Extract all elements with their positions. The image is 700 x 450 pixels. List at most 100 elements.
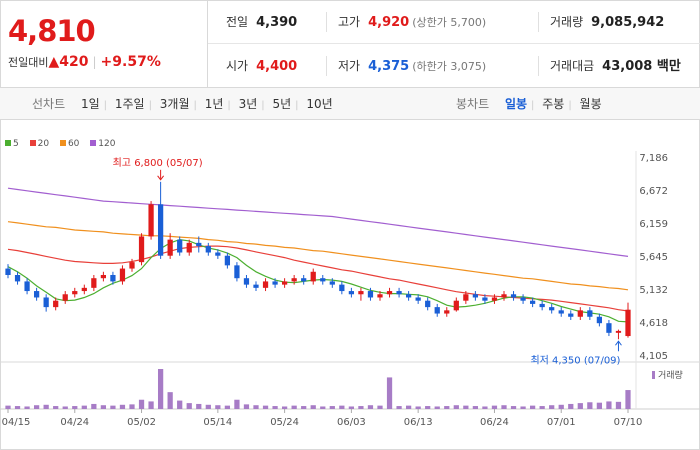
- high-label: 고가: [338, 15, 361, 29]
- candle-body: [14, 274, 21, 282]
- candle-body: [243, 278, 250, 285]
- candle-body: [110, 274, 116, 282]
- volume-bar: [272, 406, 278, 409]
- volume-bar: [5, 405, 11, 409]
- x-tick-label: 06/03: [337, 417, 366, 428]
- open-value: 4,400: [256, 59, 298, 74]
- legend-swatch: [29, 140, 36, 146]
- tab-1y[interactable]: 1년: [204, 97, 224, 111]
- volume-bar: [14, 406, 21, 409]
- candle-body: [367, 291, 374, 298]
- candle-body: [463, 294, 469, 301]
- candle-body: [615, 330, 622, 333]
- volume-bar: [596, 402, 603, 409]
- volume-bar: [358, 406, 364, 409]
- tab-monthly[interactable]: 월봉: [579, 97, 602, 111]
- candle-body: [119, 268, 126, 282]
- low-value: 4,375: [368, 59, 410, 74]
- x-tick-label: 06/24: [480, 417, 509, 428]
- low-label: 저가: [338, 59, 361, 73]
- candle-body: [177, 239, 183, 253]
- change-row: 전일대비▲420 | +9.57%: [8, 54, 161, 70]
- high-annotation: 최고 6,800 (05/07): [113, 157, 203, 169]
- candle-body: [568, 313, 574, 317]
- prev-close-value: 4,390: [256, 15, 298, 30]
- candle-body: [539, 303, 545, 308]
- candle-body: [625, 309, 631, 337]
- prev-close-label: 전일: [226, 15, 249, 29]
- tab-1d[interactable]: 1일: [80, 97, 100, 111]
- prev-close-cell: 전일 4,390: [226, 0, 297, 44]
- volume-bar: [167, 392, 173, 409]
- candle-body: [453, 300, 459, 311]
- volume-bar: [386, 377, 393, 409]
- volume-bar: [224, 405, 231, 409]
- legend-ma20: 20: [29, 139, 50, 149]
- amount-label: 거래대금: [550, 59, 595, 73]
- candle-body: [425, 300, 431, 308]
- candle-body: [596, 316, 603, 324]
- candle-body: [81, 287, 87, 292]
- candle-body: [291, 278, 297, 282]
- legend-ma60-label: 60: [67, 139, 80, 149]
- stats-divider: [326, 56, 327, 76]
- tab-3y[interactable]: 3년: [238, 97, 258, 111]
- stats-divider: [326, 12, 327, 32]
- candle-body: [549, 307, 555, 311]
- stats-divider: [538, 56, 539, 76]
- candle-body: [587, 310, 593, 317]
- tab-5y[interactable]: 5년: [272, 97, 292, 111]
- volume-bar: [396, 406, 402, 409]
- volume-bar: [520, 406, 526, 409]
- volume-bar: [33, 405, 40, 409]
- volume-bar: [472, 406, 479, 409]
- volume-bar: [291, 405, 297, 409]
- volume-bar: [348, 406, 355, 409]
- volume-bar: [434, 406, 440, 409]
- tab-divider: |: [295, 100, 299, 111]
- volume-bar: [367, 405, 374, 409]
- candle-body: [129, 262, 135, 269]
- candle-body: [24, 281, 30, 292]
- ma60-line: [7, 221, 629, 291]
- y-tick-label: 5,645: [639, 252, 668, 263]
- tab-daily[interactable]: 일봉: [504, 97, 528, 111]
- x-tick-label: 05/02: [127, 417, 156, 428]
- legend-ma20-label: 20: [37, 139, 50, 149]
- volume-bar: [62, 406, 68, 409]
- candle-body: [577, 310, 583, 317]
- volume-bar: [405, 405, 412, 409]
- low-annotation: 최저 4,350 (07/09): [530, 354, 620, 366]
- volume-bar: [615, 401, 622, 409]
- candle-body: [157, 204, 164, 256]
- tab-1w[interactable]: 1주일: [114, 97, 145, 111]
- volume-bar: [24, 406, 30, 409]
- x-tick-label: 04/15: [2, 417, 31, 428]
- tab-10y[interactable]: 10년: [306, 97, 333, 111]
- tab-weekly[interactable]: 주봉: [542, 97, 565, 111]
- y-tick-label: 4,618: [639, 318, 668, 329]
- volume-legend-swatch: [652, 371, 655, 379]
- volume-bar: [539, 406, 545, 409]
- y-tick-label: 6,159: [639, 219, 668, 230]
- x-tick-label: 05/24: [270, 417, 299, 428]
- volume-bar: [110, 405, 116, 409]
- ma-legend: 5 20 60 120: [5, 139, 123, 149]
- candle-body: [62, 294, 68, 301]
- candle-body: [510, 294, 517, 298]
- tab-3m[interactable]: 3개월: [159, 97, 190, 111]
- volume-cell: 거래량 9,085,942: [550, 0, 664, 44]
- candle-body: [148, 204, 154, 237]
- legend-swatch: [5, 140, 11, 146]
- current-price: 4,810: [8, 14, 96, 48]
- price-box: 4,810 전일대비▲420 | +9.57%: [0, 0, 208, 88]
- volume-bar: [243, 404, 250, 409]
- period-tabs-bar: 선차트 1일 | 1주일 | 3개월 | 1년 | 3년 | 5년 | 10년 봉차트 일봉…: [0, 88, 700, 120]
- candle-body: [5, 268, 11, 275]
- legend-swatch: [59, 140, 66, 146]
- change-percent: +9.57%: [100, 54, 161, 70]
- candlestick-chart: 7,186 6,672 6,159 5,645 5,132 4,618 4,105 최고 6,…: [0, 151, 700, 428]
- candle-chart-title: 봉차트: [456, 97, 490, 111]
- candle-body: [281, 281, 288, 285]
- candle-body: [272, 281, 278, 285]
